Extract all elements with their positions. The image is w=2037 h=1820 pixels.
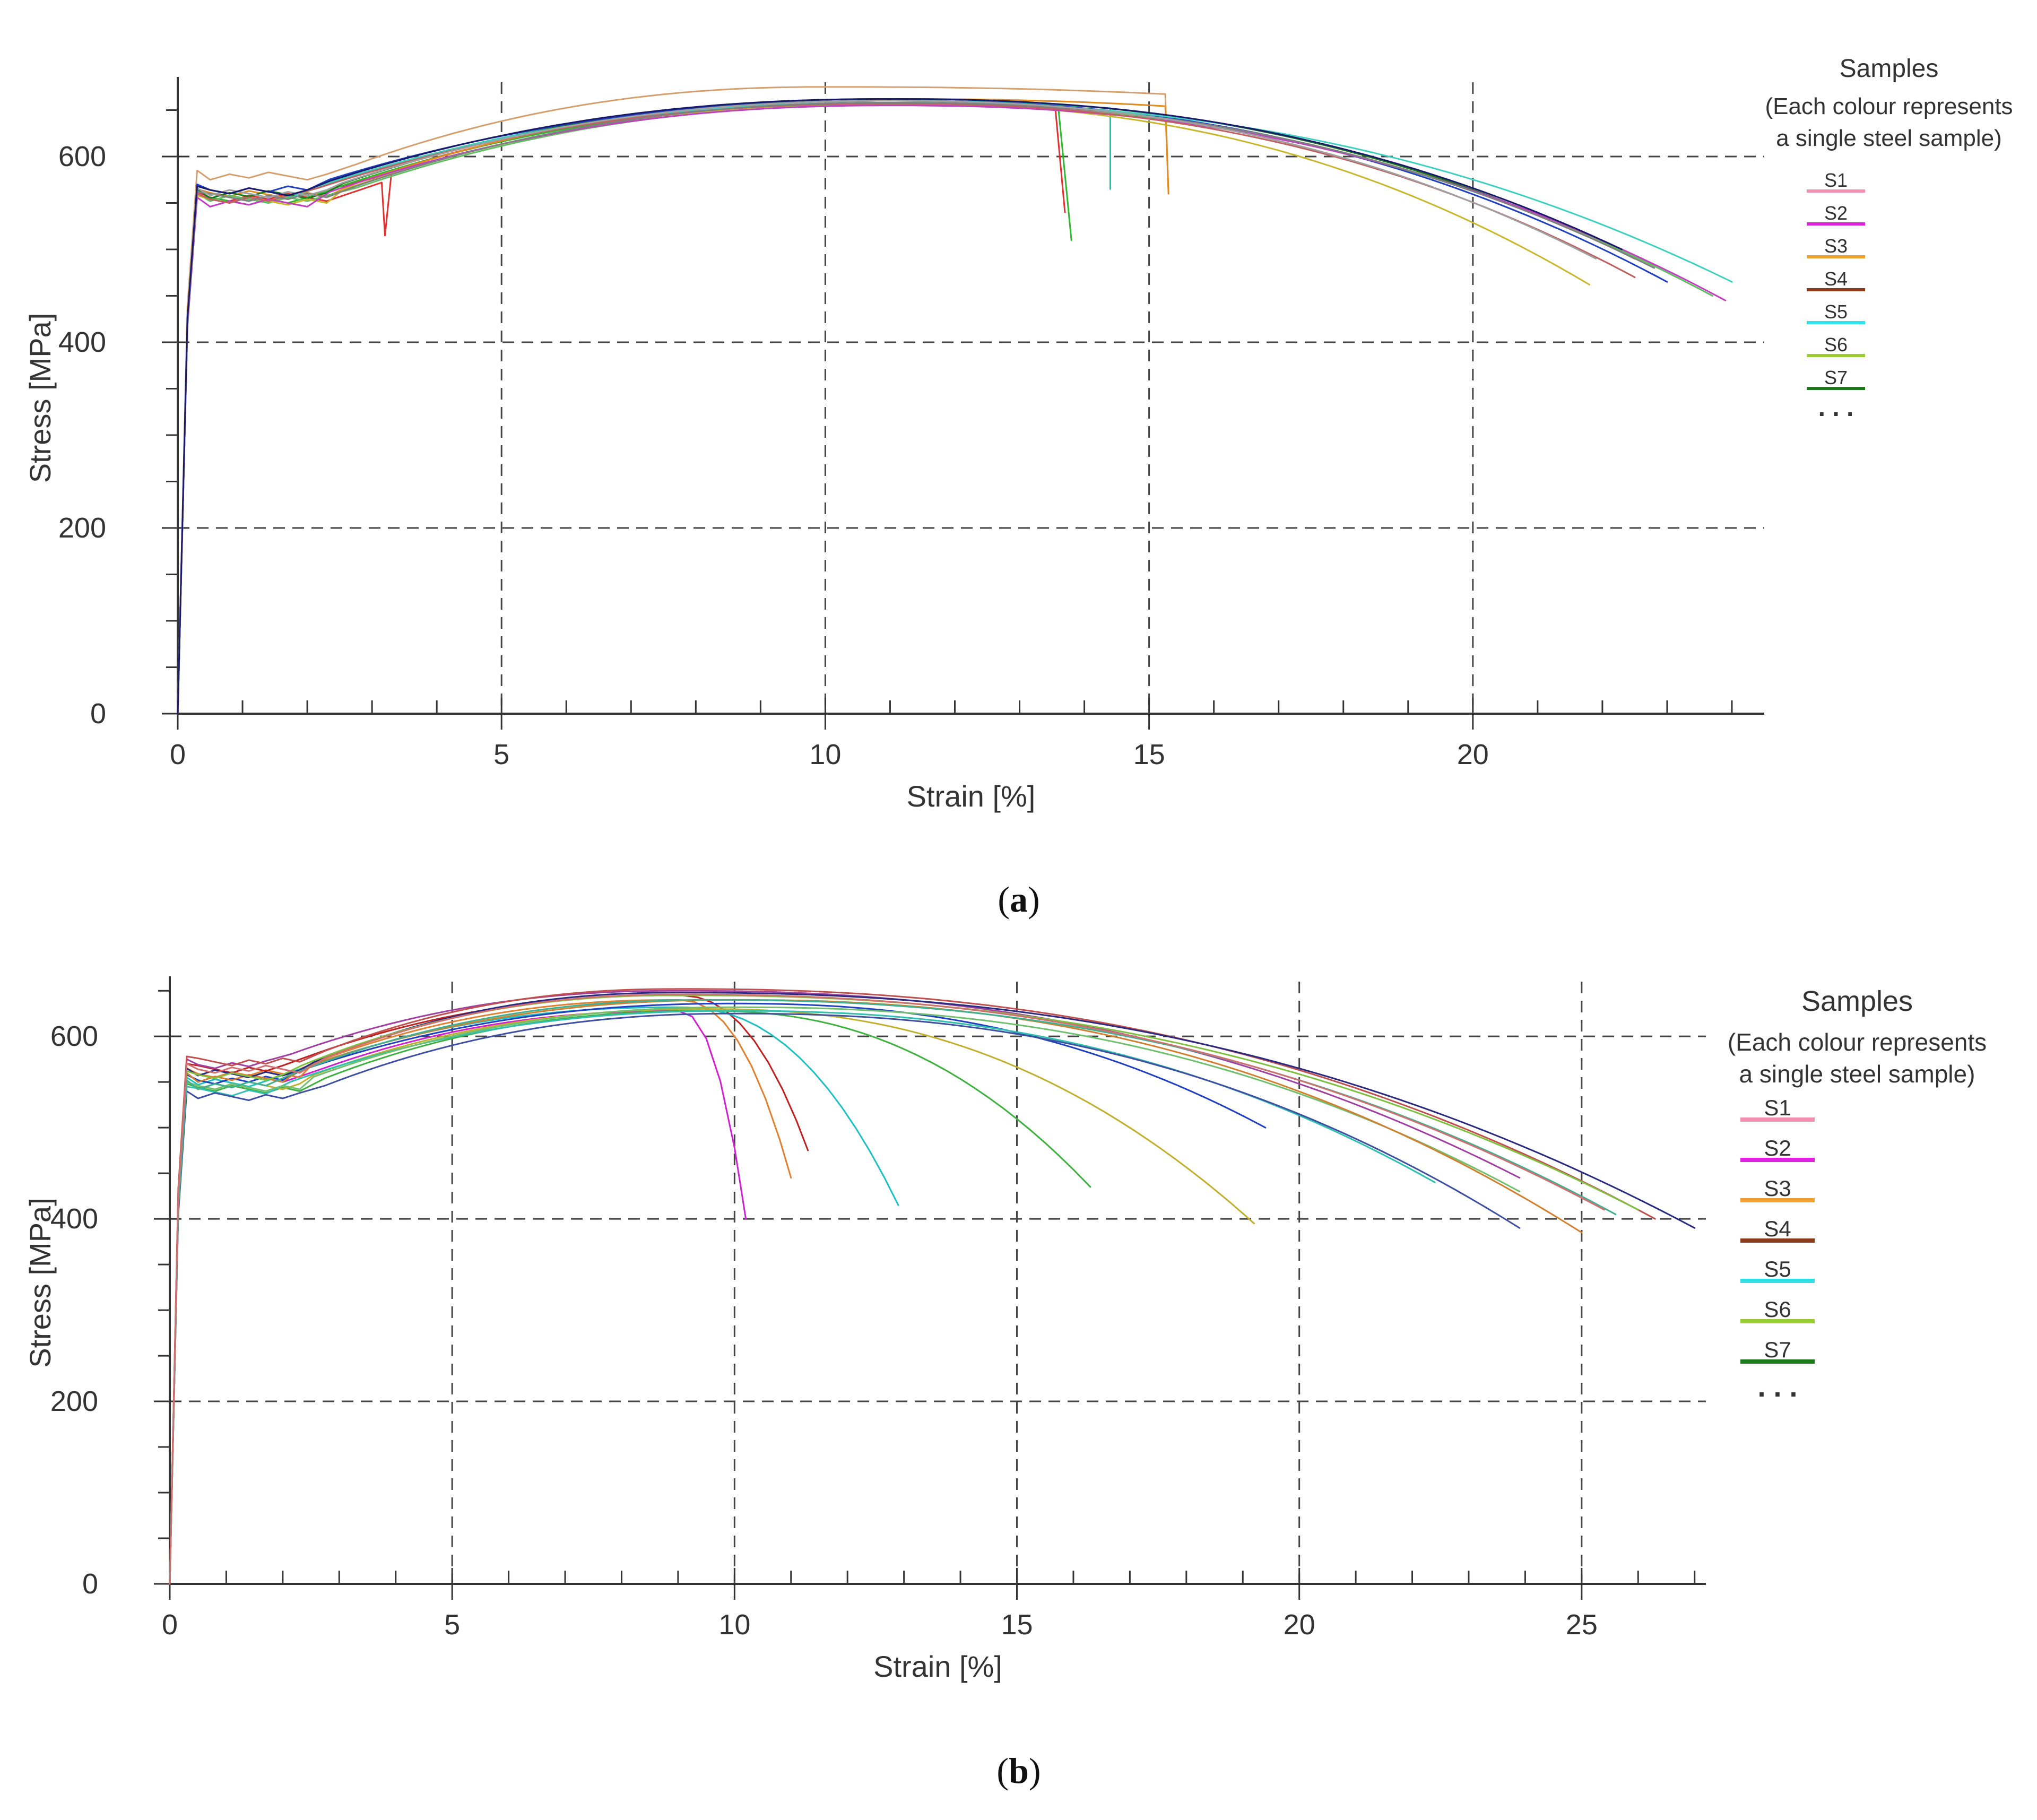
series-line-a12 [177,102,1636,715]
series-line-b4 [169,1006,899,1585]
y-tick-label: 600 [50,1020,98,1052]
y-tick-label: 200 [50,1385,98,1417]
series-line-b16 [169,999,1617,1585]
caption-b: (b) [996,1750,1041,1791]
series-line-b1 [169,1010,747,1585]
y-tick-label: 200 [58,512,106,544]
x-tick-label: 0 [162,1609,178,1641]
y-tick-label: 0 [90,698,106,730]
legend: Samples (Each colour represents a single s… [1765,55,2013,422]
caption-a: (a) [998,879,1039,920]
legend-ellipsis: . . . [1818,394,1854,422]
legend-label-s1: S1 [1824,169,1848,191]
x-tick-label: 25 [1566,1609,1598,1641]
y-axis-title: Stress [MPa] [23,1198,57,1368]
series-line-b7 [169,1002,1267,1585]
x-tick-label: 5 [444,1609,460,1641]
series-line-b9 [169,1012,1521,1585]
legend-ellipsis: . . . [1757,1371,1797,1403]
legend-title: Samples [1801,985,1913,1017]
y-tick-label: 600 [58,141,106,172]
legend-label-s2: S2 [1764,1136,1791,1160]
series-line-b15 [169,994,1639,1585]
series-line-b11 [169,999,1583,1585]
legend-label-s3: S3 [1824,235,1848,257]
legend-label-s3: S3 [1764,1176,1791,1201]
series-line-b8 [169,1010,1436,1585]
legend-label-s6: S6 [1824,334,1848,356]
series-line-b2 [169,999,792,1585]
x-tick-label: 10 [809,739,841,770]
series-line-b14 [169,992,1696,1585]
series-line-a9 [177,103,1713,715]
series-line-b13 [169,988,1656,1585]
legend-subtitle: a single steel sample) [1739,1060,1975,1088]
legend-subtitle: (Each colour represents [1728,1028,1987,1056]
series-line-a8 [177,102,1733,715]
series-line-b10 [169,1006,1521,1585]
series-line-b12 [169,990,1521,1585]
legend-title: Samples [1840,55,1939,83]
series-line-b6 [169,1008,1255,1585]
legend-label-s4: S4 [1764,1216,1791,1241]
x-tick-label: 0 [170,739,186,770]
x-tick-label: 15 [1133,739,1165,770]
y-tick-label: 0 [82,1568,98,1600]
x-tick-label: 15 [1001,1609,1033,1641]
series-line-a15 [177,98,1623,715]
series-line-a6 [177,98,1636,715]
y-tick-label: 400 [50,1203,98,1235]
legend-label-s6: S6 [1764,1297,1791,1322]
x-axis-title: Strain [%] [873,1650,1002,1683]
series-line-a14 [177,100,1597,715]
legend-label-s5: S5 [1764,1256,1791,1281]
legend-subtitle: (Each colour represents [1765,93,2013,119]
series-line-a1 [177,86,1169,715]
legend-label-s4: S4 [1824,268,1848,290]
x-tick-label: 5 [493,739,509,770]
x-axis-title: Strain [%] [907,779,1036,813]
legend-label-s5: S5 [1824,301,1848,323]
legend-label-s7: S7 [1764,1337,1791,1362]
y-tick-label: 400 [58,326,106,358]
x-tick-label: 20 [1284,1609,1315,1641]
chart-b: 0 5 10 15 20 25 0 200 400 600 Strain [%] Stress [MP… [23,976,1987,1683]
series-line-a7 [177,100,1668,715]
y-axis-title: Stress [MPa] [23,313,57,483]
x-tick-label: 10 [718,1609,750,1641]
series-line-a13 [177,102,1655,715]
legend-label-s2: S2 [1824,202,1848,224]
x-tick-label: 20 [1457,739,1489,770]
series-line-b17 [169,993,1605,1585]
legend-subtitle: a single steel sample) [1776,125,2002,151]
series-line-b5 [169,1010,1091,1585]
legend-label-s1: S1 [1764,1095,1791,1120]
series-line-b3 [169,994,809,1585]
legend: Samples (Each colour represents a single s… [1728,985,1987,1403]
legend-label-s7: S7 [1824,367,1848,388]
